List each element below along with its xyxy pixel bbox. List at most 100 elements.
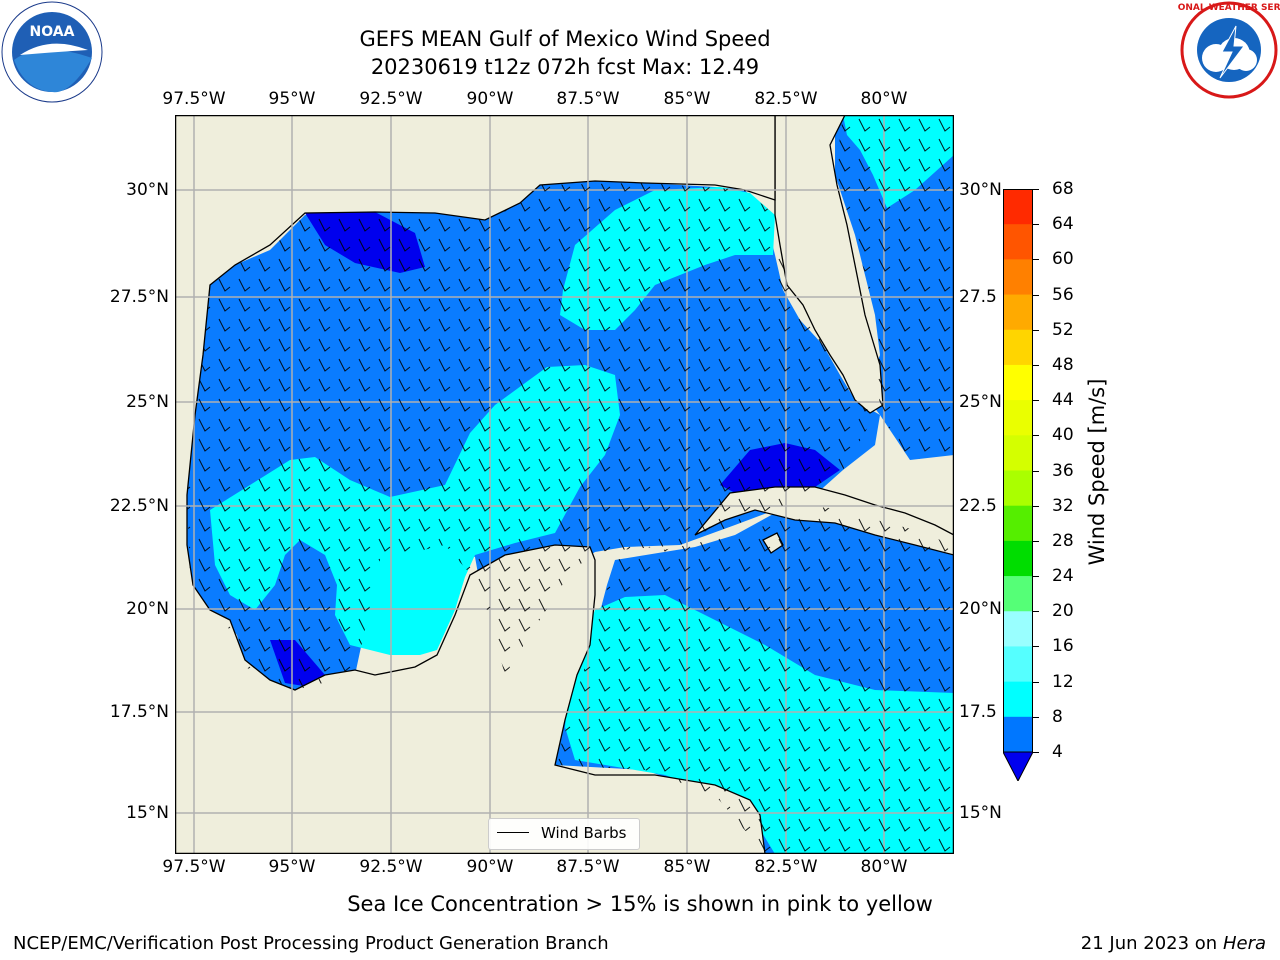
colorbar-tick	[1033, 540, 1039, 542]
colorbar-block	[1003, 189, 1033, 225]
colorbar-block	[1003, 646, 1033, 683]
colorbar-tick-label: 68	[1052, 179, 1074, 199]
lon-tick-bottom: 80°W	[860, 857, 908, 877]
colorbar-tick	[1033, 646, 1039, 648]
title-line-2: 20230619 t12z 072h fcst Max: 12.49	[370, 55, 760, 79]
colorbar-tick-label: 16	[1052, 636, 1074, 657]
colorbar-tick-label: 36	[1052, 460, 1074, 481]
lon-tick-bottom: 87.5°W	[556, 857, 620, 877]
lat-tick-left: 17.5°N	[109, 702, 169, 722]
colorbar-tick	[1033, 294, 1039, 296]
footer-right: 21 Jun 2023 on Hera	[1081, 933, 1266, 954]
colorbar-block	[1003, 716, 1033, 753]
lon-tick-top: 87.5°W	[556, 89, 620, 109]
colorbar-block	[1003, 611, 1033, 647]
colorbar-block	[1003, 364, 1033, 401]
north-america-land	[175, 115, 776, 854]
colorbar-tick	[1033, 505, 1039, 507]
lat-tick-right: 22.5	[959, 496, 997, 516]
lon-tick-top: 85°W	[663, 89, 711, 109]
colorbar-tick-label: 56	[1052, 284, 1074, 305]
colorbar	[1002, 189, 1034, 783]
colorbar-tick	[1033, 259, 1039, 261]
lon-tick-bottom: 97.5°W	[162, 857, 226, 877]
colorbar-tick-label: 24	[1052, 566, 1074, 587]
colorbar-block	[1003, 224, 1033, 260]
colorbar-block	[1003, 681, 1033, 718]
lat-tick-left: 30°N	[126, 180, 169, 200]
colorbar-tick-label: 40	[1052, 425, 1074, 446]
colorbar-tick-label: 28	[1052, 530, 1074, 551]
colorbar-block	[1003, 576, 1033, 612]
wind-barbs-caribbean	[555, 507, 954, 854]
lat-tick-left: 22.5°N	[109, 496, 169, 516]
map-panel[interactable]	[174, 114, 955, 855]
colorbar-block	[1003, 505, 1033, 542]
nws-logo: NATIONAL WEATHER SERVICE	[1154, 0, 1280, 100]
colorbar-block	[1003, 435, 1033, 471]
lon-tick-bottom: 85°W	[663, 857, 711, 877]
lon-tick-top: 82.5°W	[754, 89, 818, 109]
colorbar-tick-label: 32	[1052, 495, 1074, 516]
colorbar-tick	[1033, 470, 1039, 472]
lat-tick-right: 20°N	[959, 599, 1002, 619]
lat-tick-right: 30°N	[959, 180, 1002, 200]
lon-tick-bottom: 90°W	[466, 857, 514, 877]
colorbar-tick	[1033, 576, 1039, 578]
lon-tick-top: 90°W	[466, 89, 514, 109]
colorbar-tick-label: 4	[1052, 742, 1063, 762]
lon-tick-bottom: 82.5°W	[754, 857, 818, 877]
footer-date: 21 Jun 2023 on	[1080, 933, 1218, 954]
colorbar-tick	[1033, 435, 1039, 437]
colorbar-block	[1003, 294, 1033, 331]
colorbar-tick	[1033, 400, 1039, 402]
lon-tick-top: 97.5°W	[162, 89, 226, 109]
lat-tick-right: 17.5	[959, 702, 997, 722]
nws-logo-text: NATIONAL WEATHER SERVICE	[1178, 3, 1280, 13]
lat-tick-left: 20°N	[126, 599, 169, 619]
wind-barbs-atlantic	[835, 115, 954, 460]
colorbar-block	[1003, 259, 1033, 296]
lat-tick-right: 15°N	[959, 803, 1002, 823]
colorbar-tick-label: 12	[1052, 671, 1074, 692]
footer-left: NCEP/EMC/Verification Post Processing Pr…	[13, 933, 609, 954]
footer-host: Hera	[1222, 933, 1266, 954]
lon-tick-top: 92.5°W	[359, 89, 423, 109]
colorbar-block	[1003, 400, 1033, 436]
legend-line	[497, 832, 529, 833]
lat-tick-right: 27.5	[959, 287, 997, 307]
lat-tick-left: 25°N	[126, 392, 169, 412]
legend-label: Wind Barbs	[541, 824, 627, 842]
wind-barbs-legend: Wind Barbs	[488, 818, 640, 850]
lon-tick-top: 95°W	[268, 89, 316, 109]
colorbar-block	[1003, 470, 1033, 507]
title-line-1: GEFS MEAN Gulf of Mexico Wind Speed	[359, 27, 771, 51]
colorbar-title: Wind Speed [m/s]	[1085, 378, 1109, 566]
colorbar-block	[1003, 540, 1033, 577]
noaa-logo-text: NOAA	[30, 24, 75, 40]
lon-tick-bottom: 95°W	[268, 857, 316, 877]
colorbar-tick	[1033, 224, 1039, 226]
lon-tick-bottom: 92.5°W	[359, 857, 423, 877]
lat-tick-right: 25°N	[959, 392, 1002, 412]
colorbar-tick	[1033, 716, 1039, 718]
colorbar-tick	[1033, 681, 1039, 683]
colorbar-tick	[1033, 752, 1039, 753]
footer-note: Sea Ice Concentration > 15% is shown in …	[347, 892, 933, 916]
noaa-logo: NOAA	[0, 0, 105, 105]
lat-tick-left: 15°N	[126, 803, 169, 823]
colorbar-tick-label: 60	[1052, 249, 1074, 270]
colorbar-tick	[1033, 329, 1039, 331]
colorbar-tick-label: 52	[1052, 319, 1074, 340]
colorbar-tick-label: 20	[1052, 601, 1074, 622]
colorbar-tick	[1033, 364, 1039, 366]
colorbar-tick-label: 64	[1052, 214, 1074, 235]
colorbar-tick-label: 8	[1052, 706, 1063, 727]
colorbar-tick	[1033, 189, 1039, 190]
colorbar-tick	[1033, 611, 1039, 613]
colorbar-under-arrow	[1002, 751, 1034, 783]
colorbar-tick-label: 48	[1052, 354, 1074, 375]
lon-tick-top: 80°W	[860, 89, 908, 109]
colorbar-block	[1003, 329, 1033, 366]
wind-barbs-gulf	[187, 183, 875, 690]
